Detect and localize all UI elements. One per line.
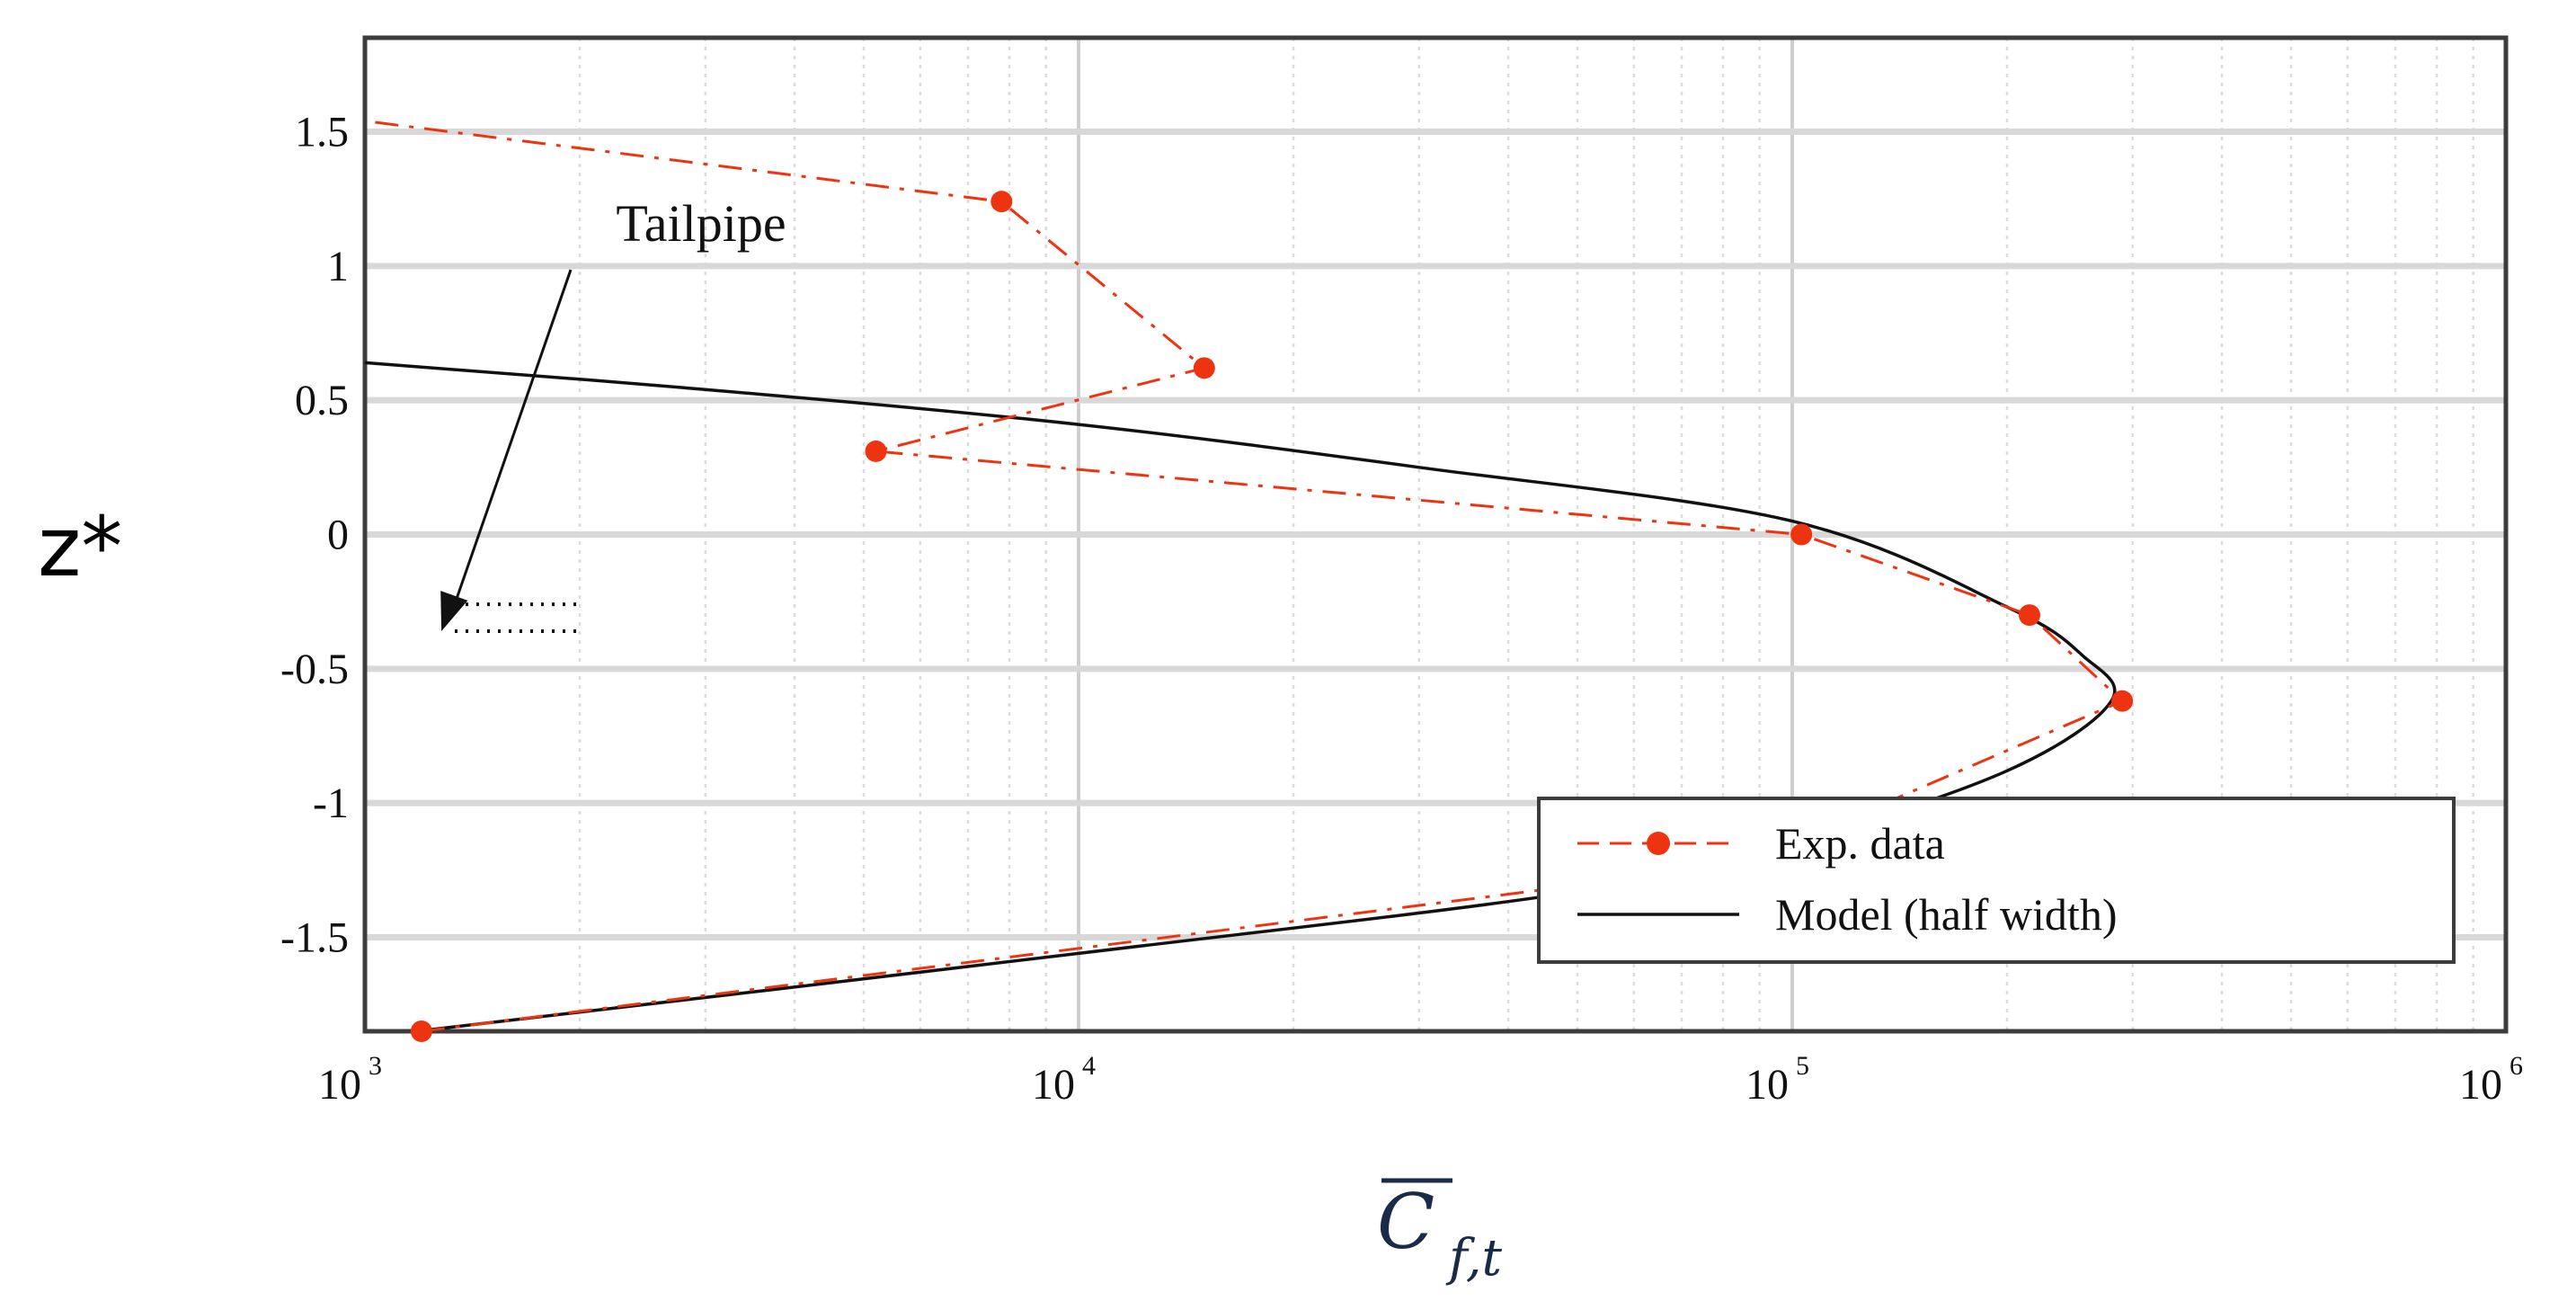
x-axis-label-main: C <box>1377 1178 1435 1266</box>
y-axis-label: z* <box>38 499 122 595</box>
y-tick-label: 1 <box>327 243 349 290</box>
x-tick-label: 10 <box>2459 1061 2502 1109</box>
x-tick-exponent: 3 <box>369 1051 382 1081</box>
legend-exp-marker <box>1647 832 1670 855</box>
legend-model-label: Model (half width) <box>1775 889 2117 940</box>
x-tick-label: 10 <box>1745 1061 1789 1109</box>
x-tick-label: 10 <box>1032 1061 1075 1109</box>
exp-data-point <box>2111 690 2134 712</box>
legend-box <box>1537 797 2456 964</box>
y-tick-label: 0 <box>327 512 349 559</box>
y-tick-labels: -1.5 -1 -0.5 0 0.5 1 1.5 <box>280 109 349 962</box>
exp-data-point <box>410 1020 432 1042</box>
x-tick-exponent: 6 <box>2509 1051 2523 1081</box>
x-axis-label-subscript: f,t <box>1445 1229 1503 1288</box>
y-tick-label: -1 <box>313 780 349 827</box>
y-tick-label: -0.5 <box>280 646 349 693</box>
tailpipe-annotation: Tailpipe <box>440 194 786 634</box>
y-tick-label: 0.5 <box>295 377 349 424</box>
x-tick-label: 10 <box>318 1061 361 1109</box>
x-axis-label: C f,t <box>1377 1178 1503 1288</box>
tailpipe-arrow <box>450 269 573 612</box>
exp-data-point <box>1193 357 1215 379</box>
tailpipe-arrowhead <box>440 591 468 632</box>
plot-frame <box>362 35 2509 1034</box>
exp-data-point <box>865 440 887 462</box>
x-tick-exponent: 5 <box>1796 1051 1809 1081</box>
y-tick-label: 1.5 <box>295 109 349 156</box>
exp-data-point <box>990 191 1013 213</box>
x-tick-exponent: 4 <box>1082 1051 1096 1081</box>
legend-exp-label: Exp. data <box>1775 818 1945 869</box>
legend: Exp. data Model (half width) <box>1537 797 2456 964</box>
exp-data-point <box>1790 523 1813 546</box>
y-tick-label: -1.5 <box>280 913 349 961</box>
exp-data-point <box>2018 604 2040 627</box>
x-tick-labels: 10 3 10 4 10 5 10 6 <box>318 1051 2523 1109</box>
tailpipe-label: Tailpipe <box>616 194 786 253</box>
